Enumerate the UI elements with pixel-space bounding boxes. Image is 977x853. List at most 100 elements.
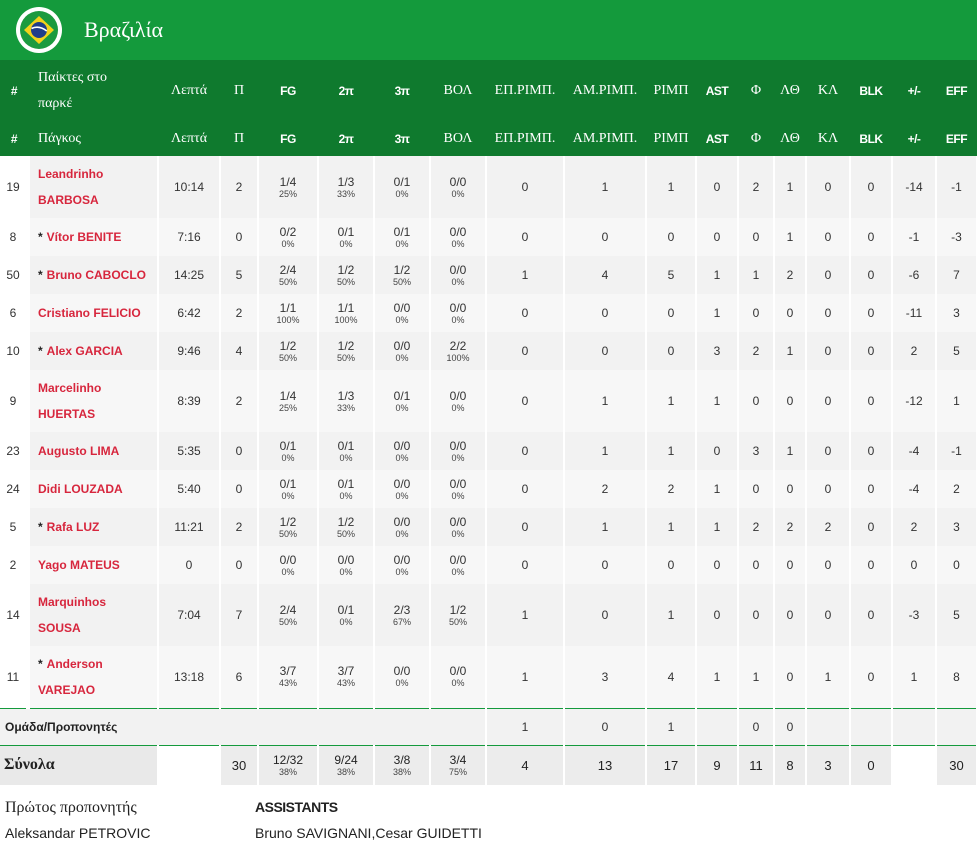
player-name[interactable]: * Rafa LUZ [28,508,159,546]
player-last-name[interactable]: LUZ [76,520,100,534]
col-stl-header[interactable]: ΚΛ [806,60,850,122]
player-first-name[interactable]: Vítor [46,230,75,244]
col-oreb-header[interactable]: ΕΠ.ΡΙΜΠ. [486,122,564,156]
player-first-name[interactable]: Marcelinho [38,381,102,395]
col-stl-header[interactable]: ΚΛ [806,122,850,156]
player-3p: 0/0 0% [374,332,431,370]
player-name[interactable]: Yago MATEUS [28,546,159,584]
player-first-name[interactable]: Leandrinho [38,167,104,181]
player-last-name[interactable]: CABOCLO [85,268,147,282]
player-number: 50 [0,256,30,294]
player-last-name[interactable]: LOUZADA [64,482,123,496]
player-name[interactable]: * Vítor BENITE [28,218,159,256]
player-name[interactable]: Leandrinho BARBOSA [28,156,159,218]
player-ft: 0/0 0% [430,294,487,332]
player-name[interactable]: * Anderson VAREJAO [28,646,159,708]
player-to: 0 [774,370,807,432]
col-3p-header[interactable]: 3π [374,60,430,122]
player-fg: 1/2 50% [258,332,319,370]
player-last-name[interactable]: LIMA [90,444,120,458]
col-pf-header[interactable]: Φ [738,122,774,156]
player-blk: 0 [850,646,893,708]
col-blk-header[interactable]: BLK [850,60,892,122]
totals-dreb: 13 [564,745,647,785]
player-dreb: 0 [564,332,647,370]
player-stl: 2 [806,508,851,546]
col-min-header[interactable]: Λεπτά [158,122,220,156]
player-row: 23 Augusto LIMA 5:35 0 0/1 0% 0/1 0% 0/0 0% 0/0 0% 0… [0,432,977,470]
player-oreb: 0 [486,156,565,218]
player-last-name[interactable]: SOUSA [38,621,81,635]
player-dreb: 0 [564,546,647,584]
col-pm-header[interactable]: +/- [892,60,936,122]
starter-marker: * [38,656,43,671]
player-eff: 0 [936,546,977,584]
player-first-name[interactable]: Cristiano [38,306,91,320]
player-last-name[interactable]: GARCIA [75,344,123,358]
player-name[interactable]: Augusto LIMA [28,432,159,470]
player-pf: 1 [738,256,775,294]
player-minutes: 7:16 [158,218,221,256]
player-first-name[interactable]: Didi [38,482,61,496]
col-to-header[interactable]: ΛΘ [774,122,806,156]
player-eff: 5 [936,584,977,646]
player-name[interactable]: * Bruno CABOCLO [28,256,159,294]
player-name[interactable]: Marcelinho HUERTAS [28,370,159,432]
player-blk: 0 [850,156,893,218]
col-2p-header[interactable]: 2π [318,60,374,122]
player-oreb: 0 [486,546,565,584]
player-first-name[interactable]: Bruno [46,268,82,282]
player-ast: 3 [696,332,739,370]
col-blk-header[interactable]: BLK [850,122,892,156]
col-ast-header[interactable]: AST [696,60,738,122]
player-last-name[interactable]: HUERTAS [38,407,96,421]
col-min-header[interactable]: Λεπτά [158,60,220,122]
col-reb-header[interactable]: ΡΙΜΠ [646,122,696,156]
player-to: 1 [774,332,807,370]
col-2p-header[interactable]: 2π [318,122,374,156]
player-last-name[interactable]: VAREJAO [38,682,96,697]
col-fg-header[interactable]: FG [258,60,318,122]
col-pm-header[interactable]: +/- [892,122,936,156]
player-last-name[interactable]: BARBOSA [38,193,99,207]
col-pts-header[interactable]: Π [220,122,258,156]
col-ast-header[interactable]: AST [696,122,738,156]
col-dreb-header[interactable]: ΑΜ.ΡΙΜΠ. [564,60,646,122]
player-name[interactable]: Didi LOUZADA [28,470,159,508]
player-first-name[interactable]: Rafa [46,520,73,534]
col-oreb-header[interactable]: ΕΠ.ΡΙΜΠ. [486,60,564,122]
col-3p-header[interactable]: 3π [374,122,430,156]
col-pts-header[interactable]: Π [220,60,258,122]
player-first-name[interactable]: Anderson [46,656,103,671]
col-eff-header[interactable]: EFF [936,122,977,156]
player-first-name[interactable]: Alex [46,344,73,358]
player-to: 0 [774,646,807,708]
player-name[interactable]: Marquinhos SOUSA [28,584,159,646]
col-ft-header[interactable]: ΒΟΛ [430,60,486,122]
player-row: 9 Marcelinho HUERTAS 8:39 2 1/4 25% 1/3 33% 0/1 0%… [0,370,977,432]
col-fg-header[interactable]: FG [258,122,318,156]
player-last-name[interactable]: MATEUS [70,558,120,572]
player-last-name[interactable]: BENITE [77,230,122,244]
player-ft: 1/2 50% [430,584,487,646]
player-pf: 2 [738,156,775,218]
player-plus-minus: 2 [892,508,937,546]
player-first-name[interactable]: Marquinhos [38,595,106,609]
col-ft-header[interactable]: ΒΟΛ [430,122,486,156]
player-dreb: 1 [564,508,647,546]
player-first-name[interactable]: Yago [38,558,67,572]
player-name[interactable]: Cristiano FELICIO [28,294,159,332]
player-2p: 0/0 0% [318,546,375,584]
player-oreb: 1 [486,256,565,294]
col-eff-header[interactable]: EFF [936,60,977,122]
player-name[interactable]: * Alex GARCIA [28,332,159,370]
col-pf-header[interactable]: Φ [738,60,774,122]
player-first-name[interactable]: Augusto [38,444,87,458]
player-last-name[interactable]: FELICIO [93,306,141,320]
col-reb-header[interactable]: ΡΙΜΠ [646,60,696,122]
totals-eff: 30 [936,745,977,785]
player-to: 0 [774,294,807,332]
totals-to: 8 [774,745,807,785]
col-dreb-header[interactable]: ΑΜ.ΡΙΜΠ. [564,122,646,156]
col-to-header[interactable]: ΛΘ [774,60,806,122]
